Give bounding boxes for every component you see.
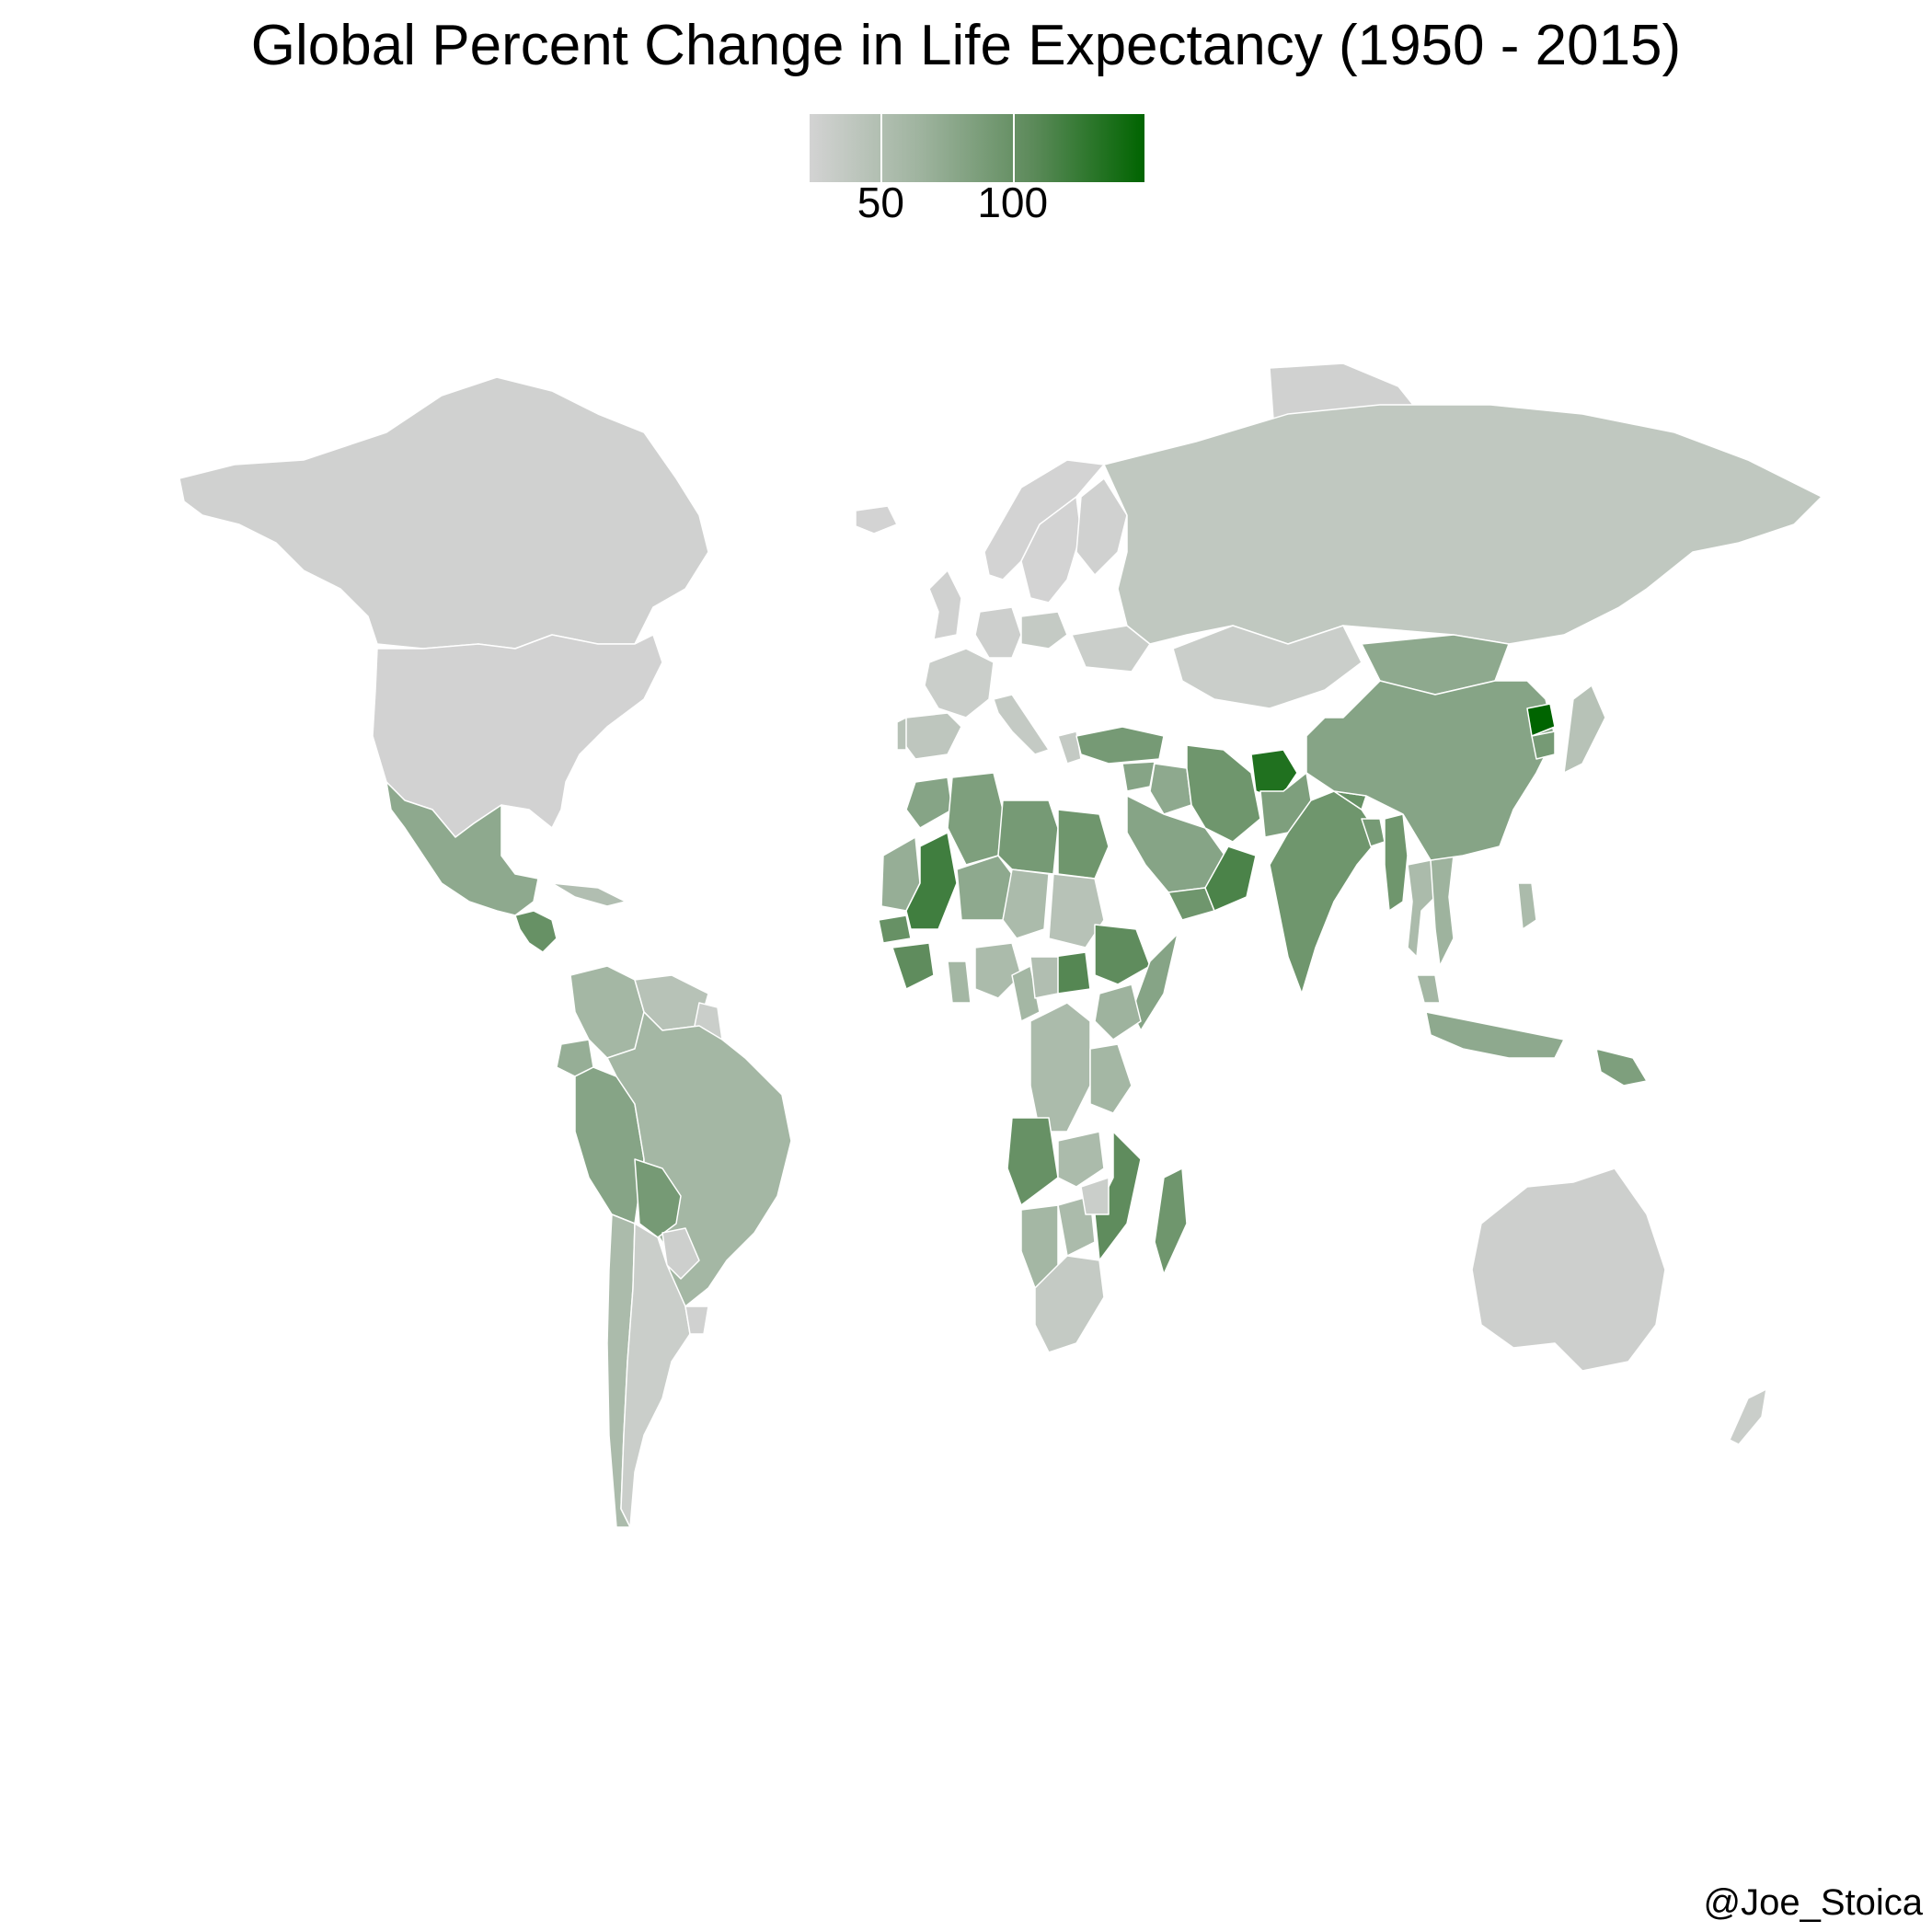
- country-niger: [956, 855, 1013, 921]
- country-guatemala: [514, 910, 558, 953]
- country-philippines: [1517, 882, 1537, 930]
- legend-gradient-bar: [810, 114, 1144, 182]
- color-legend: 50 100: [810, 114, 1144, 226]
- legend-tick-mark: [880, 114, 883, 182]
- country-china: [1305, 680, 1556, 861]
- country-cuba: [551, 882, 627, 907]
- country-mali: [905, 832, 958, 930]
- country-iran: [1186, 744, 1261, 843]
- country-kazakhstan: [1172, 625, 1363, 709]
- country-nigeria: [974, 942, 1022, 999]
- country-bolivia: [634, 1158, 682, 1238]
- country-libya: [997, 799, 1059, 875]
- country-guinea: [891, 942, 935, 990]
- chart-title: Global Percent Change in Life Expectancy…: [250, 14, 1682, 77]
- country-ethiopia: [1094, 924, 1151, 985]
- country-sweden: [1020, 496, 1082, 604]
- country-algeria: [947, 772, 1004, 866]
- country-dr-congo: [1029, 1002, 1091, 1133]
- country-iceland: [855, 505, 898, 535]
- country-argentina: [620, 1223, 691, 1528]
- country-zambia: [1057, 1131, 1105, 1188]
- country-indonesia: [1425, 1011, 1565, 1059]
- country-egypt: [1057, 809, 1110, 880]
- legend-tick-mark: [1012, 114, 1015, 182]
- country-chad: [1002, 868, 1050, 939]
- country-spain: [901, 712, 962, 760]
- country-finland: [1075, 477, 1128, 576]
- country-afghanistan: [1250, 749, 1298, 801]
- country-oman: [1204, 845, 1257, 912]
- country-zimbabwe: [1080, 1177, 1110, 1215]
- country-paraguay: [661, 1227, 700, 1280]
- country-angola: [1006, 1117, 1059, 1206]
- country-south-sudan: [1052, 951, 1091, 995]
- country-new-zealand: [1729, 1388, 1767, 1445]
- country-uruguay: [684, 1305, 709, 1335]
- country-central-african-republic: [1029, 956, 1059, 999]
- legend-tick-label: 50: [857, 178, 904, 226]
- country-myanmar: [1384, 813, 1409, 912]
- country-vietnam: [1430, 855, 1455, 967]
- author-credit: @Joe_Stoica: [1703, 1882, 1923, 1923]
- country-papua-new-guinea: [1595, 1048, 1648, 1087]
- country-russia: [1103, 404, 1823, 645]
- country-portugal: [896, 717, 907, 751]
- country-germany: [974, 606, 1022, 659]
- country-syria: [1121, 761, 1156, 792]
- country-poland: [1020, 611, 1068, 650]
- country-france: [924, 648, 995, 719]
- country-south-africa: [1034, 1255, 1105, 1353]
- country-italy: [993, 694, 1050, 755]
- country-iraq: [1149, 763, 1192, 815]
- country-senegal: [878, 914, 912, 944]
- country-turkey: [1075, 726, 1165, 765]
- country-madagascar: [1154, 1167, 1188, 1275]
- country-kenya: [1094, 983, 1142, 1041]
- country-north-korea: [1526, 703, 1556, 737]
- country-brazil: [606, 1011, 792, 1307]
- country-south-korea: [1531, 730, 1556, 760]
- country-ghana: [947, 960, 972, 1004]
- country-canada: [178, 376, 709, 650]
- country-morocco: [905, 776, 953, 829]
- country-japan: [1563, 684, 1606, 774]
- country-ukraine: [1071, 625, 1151, 673]
- country-malaysia: [1416, 974, 1441, 1004]
- legend-tick-label: 100: [977, 178, 1049, 226]
- country-australia: [1471, 1167, 1666, 1372]
- country-mexico: [385, 781, 539, 916]
- country-tanzania: [1089, 1043, 1133, 1114]
- country-united-kingdom: [928, 569, 962, 640]
- country-greece: [1057, 730, 1082, 765]
